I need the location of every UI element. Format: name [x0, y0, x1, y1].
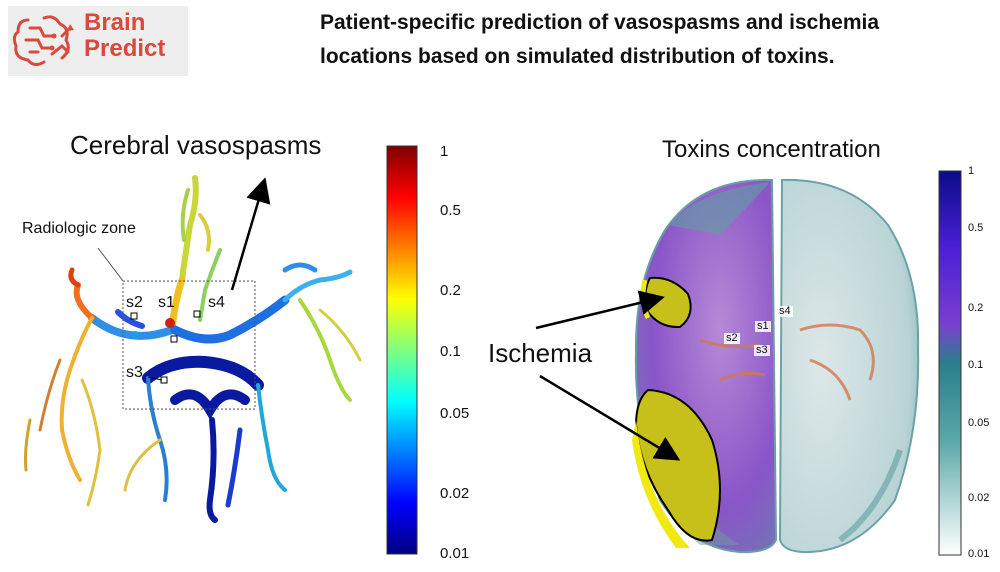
site-label-s3: s3	[126, 364, 143, 381]
toxin-tick-0.01: 0.01	[968, 548, 990, 560]
site-marker-s2	[130, 312, 138, 320]
jet-tick-0.1: 0.1	[440, 343, 461, 360]
headline: Patient-specific prediction of vasospasm…	[320, 6, 980, 74]
toxins-title: Toxins concentration	[662, 136, 881, 163]
site-marker-s1	[170, 335, 178, 343]
brain-circuit-icon	[12, 15, 74, 67]
jet-tick-0.5: 0.5	[440, 202, 461, 219]
toxin-colorbar	[938, 170, 962, 556]
site-marker-s4	[193, 310, 201, 318]
brain-site-s4: s4	[779, 305, 791, 317]
headline-line-2: locations based on simulated distributio…	[320, 45, 835, 68]
logo-line-1: Brain	[84, 9, 146, 36]
site-badge-s4	[777, 306, 793, 317]
jet-tick-0.02: 0.02	[440, 485, 470, 502]
vasospasm-arrow	[230, 177, 271, 291]
headline-line-1: Patient-specific prediction of vasospasm…	[320, 11, 880, 34]
brain-site-s3: s3	[756, 344, 768, 356]
toxin-tick-0.05: 0.05	[968, 417, 990, 429]
toxin-tick-0.02: 0.02	[968, 492, 990, 504]
ischemia-label: Ischemia	[488, 338, 593, 368]
logo-line-2: Predict	[84, 35, 166, 62]
vessel-tree	[24, 175, 362, 523]
site-label-s1: s1	[158, 294, 175, 311]
jet-tick-0.01: 0.01	[440, 545, 470, 562]
radiologic-zone-box	[122, 280, 256, 410]
toxin-tick-0.2: 0.2	[968, 302, 984, 314]
radiologic-zone-leader	[97, 247, 124, 282]
site-badge-s2	[724, 333, 740, 344]
jet-tick-1: 1	[440, 143, 449, 160]
site-label-s4: s4	[208, 294, 225, 311]
toxin-tick-1: 1	[968, 165, 975, 177]
jet-tick-0.2: 0.2	[440, 282, 461, 299]
jet-colorbar	[386, 145, 418, 555]
brain-render	[632, 178, 920, 554]
toxin-tick-0.1: 0.1	[968, 359, 984, 371]
ischemia-arrow-lower	[539, 374, 681, 461]
radiologic-zone-label: Radiologic zone	[22, 220, 136, 237]
site-badge-s1	[755, 321, 771, 332]
jet-tick-0.05: 0.05	[440, 405, 470, 422]
ischemia-arrow-upper	[535, 290, 665, 330]
site-label-s2: s2	[126, 294, 143, 311]
logo-wordmark: Brain Predict	[84, 10, 184, 62]
brain-site-s1: s1	[757, 320, 769, 332]
site-badge-s3	[754, 345, 770, 356]
vasospasm-title: Cerebral vasospasms	[70, 130, 322, 160]
brain-site-s2: s2	[726, 332, 738, 344]
toxin-tick-0.5: 0.5	[968, 222, 984, 234]
brain-predict-logo	[8, 6, 188, 76]
